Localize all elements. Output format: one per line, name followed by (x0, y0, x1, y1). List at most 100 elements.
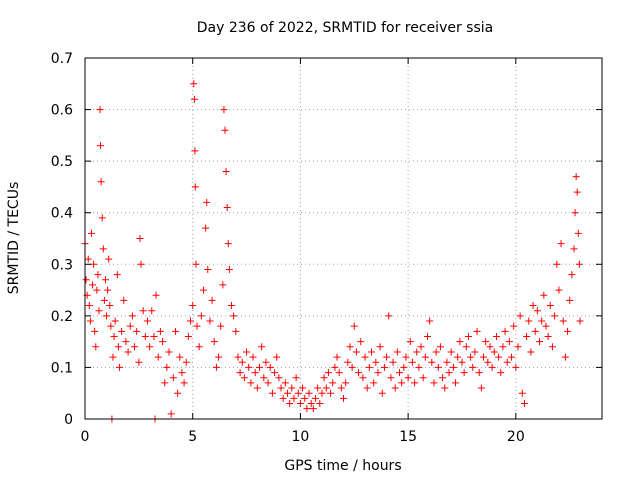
x-tick-label: 15 (399, 429, 417, 445)
data-point-marker (167, 410, 175, 418)
data-point-marker (436, 343, 444, 351)
data-point-marker (105, 255, 113, 263)
data-point-marker (439, 374, 447, 382)
data-point-marker (190, 95, 198, 103)
plot-frame (84, 57, 603, 420)
data-point-marker (471, 348, 479, 356)
data-point-marker (133, 327, 141, 335)
data-point-marker (178, 369, 186, 377)
data-point-marker (572, 173, 580, 181)
data-point-marker (501, 327, 509, 335)
data-point-marker (566, 296, 574, 304)
data-point-marker (486, 343, 494, 351)
y-tick-label: 0.1 (51, 360, 73, 376)
data-point-marker (559, 317, 567, 325)
data-point-marker (342, 379, 350, 387)
data-point-marker (271, 369, 279, 377)
data-point-marker (398, 379, 406, 387)
data-point-marker (163, 363, 171, 371)
data-point-marker (281, 379, 289, 387)
data-point-marker (182, 358, 190, 366)
y-axis-label: SRMTID / TECUs (6, 182, 22, 295)
data-point-marker (193, 322, 201, 330)
data-point-marker (385, 312, 393, 320)
data-point-marker (365, 363, 373, 371)
data-point-marker (99, 245, 107, 253)
data-point-marker (357, 338, 365, 346)
y-tick-label: 0 (64, 412, 73, 428)
data-point-marker (495, 353, 503, 361)
data-point-marker (305, 389, 313, 397)
data-point-marker (352, 348, 360, 356)
data-point-marker (456, 338, 464, 346)
data-point-marker (266, 363, 274, 371)
data-point-marker (344, 358, 352, 366)
data-point-marker (378, 389, 386, 397)
data-point-marker (402, 353, 410, 361)
data-point-marker (290, 394, 298, 402)
data-point-marker (531, 327, 539, 335)
data-point-marker (374, 369, 382, 377)
y-tick-label: 0.3 (51, 257, 73, 273)
data-point-marker (206, 317, 214, 325)
data-point-marker (458, 358, 466, 366)
data-point-marker (480, 353, 488, 361)
data-point-marker (400, 363, 408, 371)
data-point-marker (307, 400, 315, 408)
data-point-marker (96, 106, 104, 114)
data-point-marker (258, 343, 266, 351)
data-point-marker (110, 332, 118, 340)
data-point-marker (551, 312, 559, 320)
data-point-marker (260, 374, 268, 382)
data-point-marker (104, 286, 112, 294)
data-point-marker (546, 302, 554, 310)
data-point-marker (89, 281, 97, 289)
data-point-marker (240, 374, 248, 382)
data-point-marker (249, 353, 257, 361)
data-point-marker (467, 353, 475, 361)
data-point-marker (299, 384, 307, 392)
data-point-marker (430, 379, 438, 387)
x-tick-label: 5 (188, 429, 197, 445)
data-point-marker (204, 265, 212, 273)
data-point-marker (421, 353, 429, 361)
data-point-marker (484, 358, 492, 366)
data-point-marker (503, 358, 511, 366)
data-point-marker (187, 317, 195, 325)
data-point-marker (279, 394, 287, 402)
data-point-marker (529, 302, 537, 310)
data-point-marker (251, 369, 259, 377)
data-point-marker (505, 338, 513, 346)
x-tick-label: 20 (507, 429, 525, 445)
data-point-marker (370, 379, 378, 387)
data-point-marker (165, 348, 173, 356)
data-point-marker (275, 374, 283, 382)
data-point-marker (222, 167, 230, 175)
data-point-marker (372, 358, 380, 366)
data-point-marker (350, 322, 358, 330)
data-point-marker (340, 394, 347, 402)
data-point-marker (553, 260, 561, 268)
data-point-marker (84, 255, 92, 263)
data-point-marker (197, 312, 205, 320)
data-point-marker (363, 384, 371, 392)
data-point-marker (150, 332, 158, 340)
data-point-marker (525, 317, 533, 325)
data-point-marker (516, 312, 524, 320)
y-tick-label: 0.6 (51, 103, 73, 119)
data-point-marker (411, 379, 419, 387)
data-point-marker (452, 379, 460, 387)
data-point-marker (113, 271, 121, 279)
data-point-marker (154, 353, 162, 361)
data-point-marker (152, 291, 160, 299)
data-point-marker (318, 389, 326, 397)
data-point-marker (223, 204, 231, 212)
data-point-marker (210, 338, 218, 346)
data-point-marker (191, 147, 199, 155)
data-point-marker (527, 348, 535, 356)
data-point-marker (126, 322, 134, 330)
data-point-marker (148, 307, 156, 315)
data-point-marker (396, 369, 404, 377)
data-point-marker (120, 296, 128, 304)
data-point-marker (520, 400, 528, 408)
